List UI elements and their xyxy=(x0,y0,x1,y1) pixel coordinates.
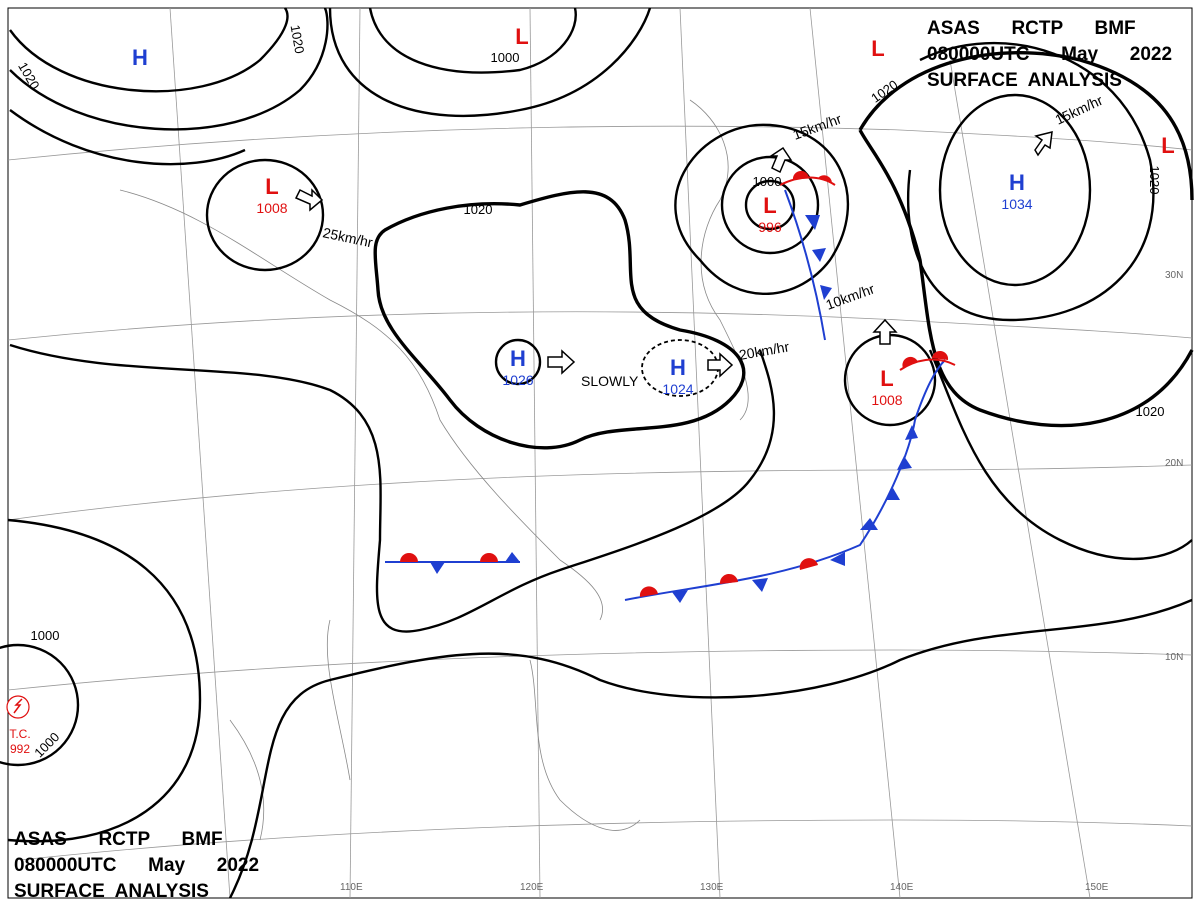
tc-label: T.C. xyxy=(9,727,30,741)
longitude-label: 150E xyxy=(1085,882,1109,893)
header-line: 080000UTC May 2022 xyxy=(14,855,259,876)
isobar-label: 1020 xyxy=(464,202,493,217)
latitude-label: 30N xyxy=(1165,270,1183,281)
center-pressure: 996 xyxy=(758,219,782,235)
latitude-label: 20N xyxy=(1165,458,1183,469)
center-symbol: L xyxy=(1161,133,1174,158)
center-symbol: H xyxy=(132,45,148,70)
isobar-label: 1020 xyxy=(1147,166,1162,195)
center-pressure: 1024 xyxy=(662,381,693,397)
center-symbol: H xyxy=(670,355,686,380)
latitude-label: 10N xyxy=(1165,652,1183,663)
center-pressure: 1008 xyxy=(256,200,287,216)
longitude-label: 130E xyxy=(700,882,724,893)
graticule xyxy=(7,7,1193,899)
longitude-label: 110E xyxy=(340,882,363,893)
isobar-label: 1000 xyxy=(31,628,60,643)
center-symbol: H xyxy=(1009,170,1025,195)
center-symbol: L xyxy=(880,366,893,391)
header-line: 080000UTC May 2022 xyxy=(927,44,1172,65)
isobar-label: 1020 xyxy=(1136,404,1165,419)
fronts xyxy=(385,170,956,603)
center-symbol: L xyxy=(871,36,884,61)
center-symbol: H xyxy=(510,346,526,371)
motion-arrows xyxy=(294,131,1053,378)
center-symbol: L xyxy=(763,193,776,218)
tc-pressure: 992 xyxy=(10,742,30,756)
center-symbol: L xyxy=(265,174,278,199)
isobar-label: 1020 xyxy=(288,24,308,55)
coastline xyxy=(119,99,749,841)
center-pressure: 1034 xyxy=(1001,196,1032,212)
isobar-label: 1000 xyxy=(753,174,782,189)
isobar-label: 1000 xyxy=(491,50,520,65)
isobars xyxy=(0,7,1194,899)
header-line: SURFACE ANALYSIS xyxy=(14,881,209,902)
map-frame xyxy=(7,7,1193,899)
center-symbol: L xyxy=(515,24,528,49)
header-line: SURFACE ANALYSIS xyxy=(927,70,1122,91)
center-pressure: 1008 xyxy=(871,392,902,408)
motion-label: SLOWLY xyxy=(581,373,639,389)
header-line: ASAS RCTP BMF xyxy=(14,829,223,850)
tc-symbol xyxy=(6,695,30,719)
header-line: ASAS RCTP BMF xyxy=(927,18,1136,39)
longitude-label: 120E xyxy=(520,882,544,893)
center-pressure: 1026 xyxy=(502,372,533,388)
longitude-label: 140E xyxy=(890,882,914,893)
